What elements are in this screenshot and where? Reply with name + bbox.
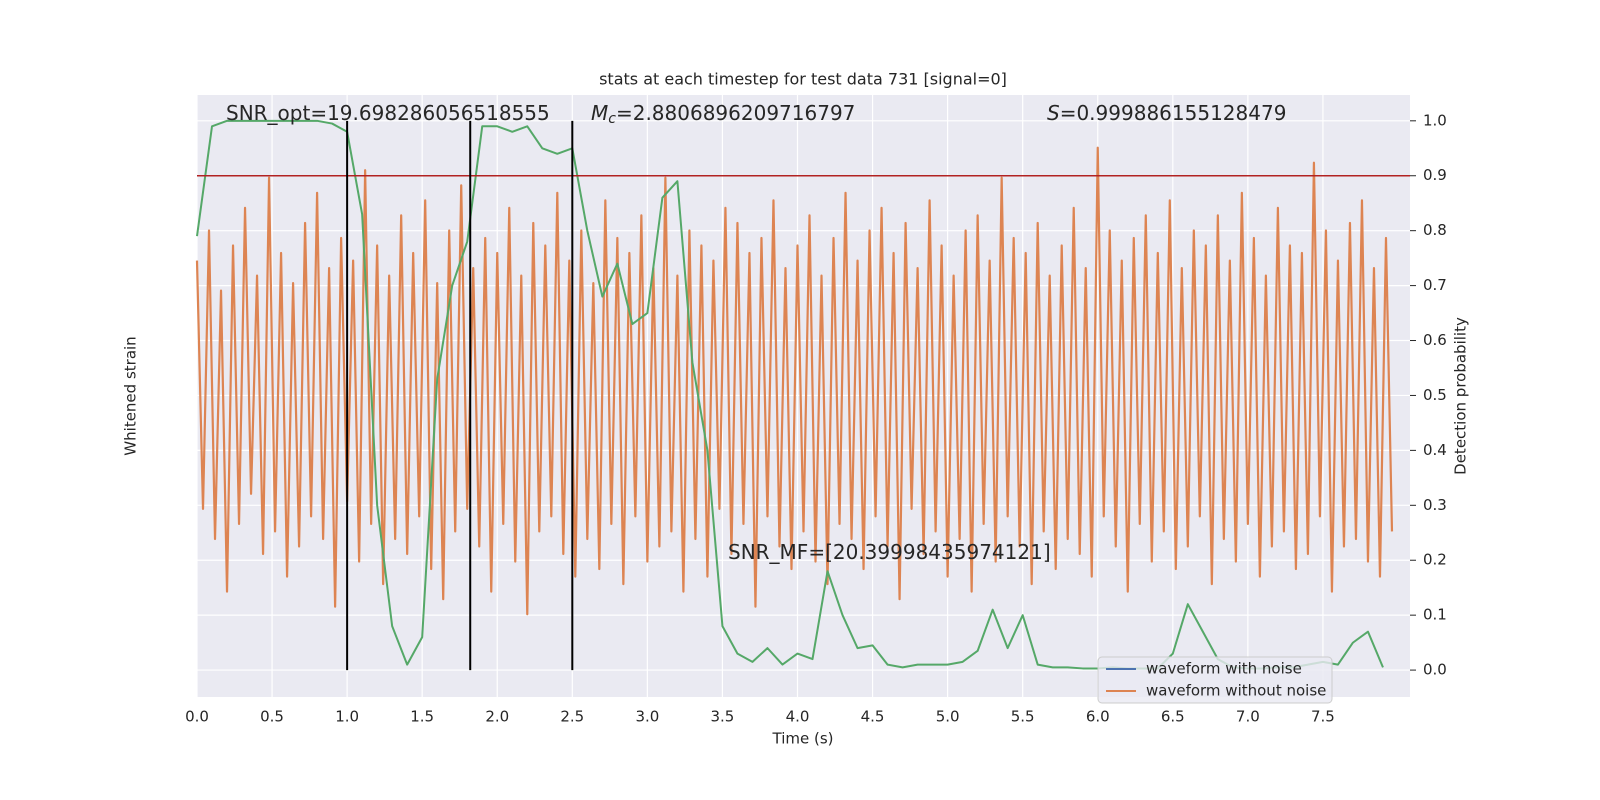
x-tick-label: 0.5: [260, 708, 284, 726]
y2-tick-label: 0.7: [1423, 276, 1447, 294]
x-tick-label: 5.0: [936, 708, 960, 726]
x-tick-label: 4.0: [786, 708, 810, 726]
x-tick-label: 3.0: [635, 708, 659, 726]
y2-tick-label: 0.4: [1423, 441, 1447, 459]
x-tick-label: 4.5: [861, 708, 885, 726]
x-tick-label: 5.5: [1011, 708, 1035, 726]
y2-tick-label: 1.0: [1423, 111, 1447, 129]
legend-label: waveform with noise: [1146, 660, 1302, 678]
y2-tick-label: 0.9: [1423, 166, 1447, 184]
y2-axis-label: Detection probability: [1452, 317, 1470, 475]
annotation-text: SNR_opt=19.698286056518555: [226, 101, 550, 125]
annotation: SNR_MF=[20.39998435974121]: [728, 540, 1051, 564]
annotation: Mc=2.8806896209716797: [591, 101, 855, 128]
y2-tick-label: 0.3: [1423, 496, 1447, 514]
x-tick-label: 1.0: [335, 708, 359, 726]
x-tick-label: 6.5: [1161, 708, 1185, 726]
x-tick-label: 6.0: [1086, 708, 1110, 726]
legend-label: waveform without noise: [1146, 682, 1326, 700]
annotation-text: SNR_MF=[20.39998435974121]: [728, 540, 1051, 564]
legend-box: [1097, 656, 1333, 704]
y2-tick-label: 0.0: [1423, 661, 1447, 679]
annotation-symbol: S: [1047, 101, 1060, 125]
x-tick-label: 3.5: [711, 708, 735, 726]
x-tick-label: 7.0: [1236, 708, 1260, 726]
y2-tick-label: 0.5: [1423, 386, 1447, 404]
x-axis-label: Time (s): [772, 730, 834, 748]
probability-line: [196, 119, 1384, 670]
x-tick-label: 2.5: [560, 708, 584, 726]
annotation-text: =0.999886155128479: [1060, 101, 1287, 125]
annotation-symbol: M: [591, 101, 608, 125]
y-axis-label: Whitened strain: [122, 336, 140, 455]
y2-tick-label: 0.6: [1423, 331, 1447, 349]
y2-tick-label: 0.1: [1423, 606, 1447, 624]
x-tick-label: 0.0: [185, 708, 209, 726]
x-tick-label: 2.0: [485, 708, 509, 726]
annotation: S=0.999886155128479: [1047, 101, 1286, 125]
annotation: SNR_opt=19.698286056518555: [226, 101, 550, 125]
annotation-text: =2.8806896209716797: [616, 101, 855, 125]
chart-title: stats at each timestep for test data 731…: [599, 70, 1007, 89]
annotation-subscript: c: [608, 111, 616, 127]
y2-tick-label: 0.8: [1423, 221, 1447, 239]
waveform-line: [195, 146, 1394, 616]
y2-tick-label: 0.2: [1423, 551, 1447, 569]
x-tick-label: 7.5: [1311, 708, 1335, 726]
x-tick-label: 1.5: [410, 708, 434, 726]
